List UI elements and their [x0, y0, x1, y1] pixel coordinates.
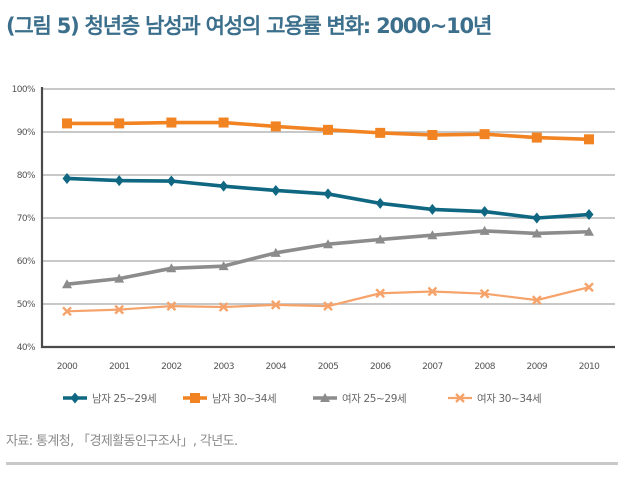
data-point [270, 300, 281, 310]
data-point [584, 282, 594, 293]
x-tick-label: 2004 [266, 362, 287, 372]
data-point [219, 180, 229, 192]
y-tick-label: 70% [17, 214, 36, 224]
gridlines [42, 88, 615, 305]
data-point [531, 295, 542, 305]
legend-label: 여자 25~29세 [342, 393, 406, 405]
data-point [479, 288, 490, 299]
data-point [427, 203, 437, 215]
data-point [584, 134, 594, 145]
x-tick-label: 2002 [161, 362, 182, 372]
data-point [375, 197, 385, 209]
data-point [271, 184, 281, 196]
series-3 [62, 225, 594, 289]
data-point [114, 118, 125, 129]
x-tick-label: 2008 [474, 362, 495, 372]
data-point [375, 127, 386, 138]
data-point [584, 226, 594, 236]
data-point [114, 175, 124, 187]
data-point [323, 188, 333, 200]
y-tick-label: 40% [17, 343, 36, 353]
y-tick-label: 50% [17, 300, 36, 310]
data-point [166, 117, 177, 128]
x-tick-label: 2010 [579, 362, 600, 372]
data-point [166, 301, 177, 311]
data-point [166, 263, 177, 273]
data-point [218, 117, 229, 128]
data-point [114, 273, 125, 283]
legend: 남자 25~29세 남자 30~34세 여자 25~29세 여자 30~34세 [63, 392, 542, 405]
data-point [427, 286, 438, 297]
series-1 [62, 172, 594, 224]
y-tick-label: 80% [17, 171, 36, 181]
bottom-divider [6, 462, 618, 465]
legend-item: 남자 25~29세 [63, 392, 157, 405]
source-note: 자료: 통계청, 「경제활동인구조사」, 각년도. [6, 434, 238, 449]
legend-marker-icon [320, 393, 330, 402]
line-chart: 40%50%60%70%80%90%100% 2000 2001 2002 2003 2… [12, 85, 615, 405]
x-tick-label: 2000 [57, 362, 78, 372]
data-point [427, 230, 438, 240]
data-point [532, 212, 542, 224]
data-point [531, 132, 542, 143]
data-point [323, 124, 333, 135]
legend-item: 남자 30~34세 [183, 393, 277, 405]
data-point [323, 239, 333, 249]
data-point [218, 302, 229, 312]
legend-item: 여자 30~34세 [448, 393, 542, 405]
y-tick-label: 60% [17, 257, 36, 267]
legend-label: 여자 30~34세 [477, 393, 541, 405]
legend-item: 여자 25~29세 [313, 393, 407, 405]
y-tick-label: 90% [17, 128, 36, 138]
data-point [218, 261, 229, 271]
x-tick-label: 2006 [370, 362, 391, 372]
data-point [62, 118, 72, 129]
y-tick-label: 100% [12, 85, 36, 95]
axes [40, 87, 615, 349]
legend-marker-icon [190, 393, 200, 403]
legend-label: 남자 30~34세 [212, 393, 276, 405]
data-point [479, 225, 490, 235]
data-point [62, 306, 72, 317]
data-point [375, 234, 386, 244]
series-line [66, 229, 590, 287]
data-point [270, 247, 281, 257]
x-tick-label: 2009 [527, 362, 548, 372]
x-axis-ticks: 2000 2001 2002 2003 2004 2005 2006 2007 2008 2009… [57, 362, 601, 372]
chart-title: (그림 5) 청년층 남성과 여성의 고용률 변화: 2000~10년 [6, 14, 492, 38]
x-tick-label: 2003 [213, 362, 234, 372]
x-tick-label: 2001 [109, 362, 130, 372]
legend-label: 남자 25~29세 [92, 393, 156, 405]
legend-marker-icon [455, 393, 465, 403]
series-4 [62, 282, 594, 317]
x-tick-label: 2005 [318, 362, 339, 372]
legend-marker-icon [70, 392, 80, 404]
x-tick-label: 2007 [422, 362, 443, 372]
data-point [62, 279, 72, 289]
data-point [114, 304, 125, 315]
data-point [375, 288, 386, 299]
data-point [480, 206, 490, 218]
data-point [531, 228, 542, 238]
data-point [427, 130, 438, 141]
data-point [62, 172, 72, 184]
series-group [62, 117, 594, 317]
series-2 [62, 117, 594, 145]
data-point [479, 129, 490, 140]
data-point [323, 301, 333, 311]
data-point [270, 121, 281, 132]
data-point [584, 209, 594, 221]
data-point [166, 175, 176, 187]
y-axis-ticks: 40% 50% 60% 70% 80% 90% 100% [12, 85, 37, 353]
